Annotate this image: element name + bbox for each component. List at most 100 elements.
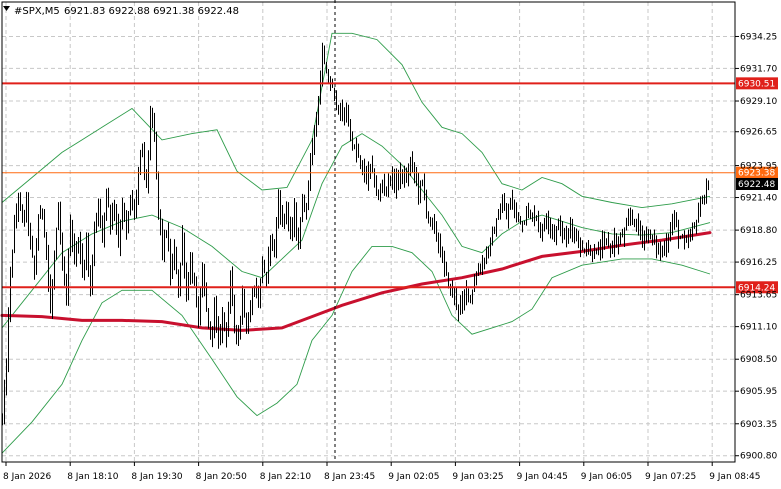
y-tick-label: 6916.25 xyxy=(740,258,777,268)
candles xyxy=(2,42,709,426)
candle-body xyxy=(658,248,659,250)
candle-body xyxy=(650,234,651,240)
candle-body xyxy=(144,146,145,170)
candle-body xyxy=(298,232,299,249)
candle-body xyxy=(368,168,369,182)
price-level-label-bg xyxy=(736,77,778,90)
candle-body xyxy=(634,219,635,225)
candle-body xyxy=(168,231,169,249)
candle-body xyxy=(458,304,459,311)
chart-title: #SPX,M5 xyxy=(14,6,60,17)
candle-body xyxy=(646,231,647,236)
candle-body xyxy=(154,123,155,139)
candle-body xyxy=(80,240,81,253)
price-level-label: 6914.24 xyxy=(738,283,775,293)
candle-body xyxy=(460,304,461,311)
candle-body xyxy=(238,334,239,339)
candle-body xyxy=(222,312,223,333)
candle-body xyxy=(606,238,607,240)
candle-body xyxy=(350,124,351,135)
candle-body xyxy=(580,244,581,247)
candle-body xyxy=(130,195,131,215)
candle-body xyxy=(256,287,257,292)
candle-body xyxy=(512,199,513,208)
candle-body xyxy=(642,232,643,241)
y-tick-label: 6931.70 xyxy=(740,64,777,74)
candle-body xyxy=(496,218,497,234)
candle-body xyxy=(438,237,439,244)
candle-body xyxy=(320,81,321,99)
candle-body xyxy=(690,233,691,240)
candle-body xyxy=(528,212,529,214)
candle-body xyxy=(578,239,579,247)
candle-body xyxy=(470,295,471,298)
candle-body xyxy=(708,187,709,190)
candle-body xyxy=(566,236,567,238)
candle-body xyxy=(444,256,445,266)
candle-body xyxy=(624,229,625,237)
candle-body xyxy=(118,224,119,246)
candle-body xyxy=(468,288,469,298)
candle-body xyxy=(494,232,495,234)
candle-body xyxy=(58,209,59,230)
candle-body xyxy=(600,250,601,252)
candle-body xyxy=(584,250,585,252)
candle-body xyxy=(230,275,231,307)
candle-body xyxy=(250,310,251,322)
candle-body xyxy=(612,247,613,249)
candle-body xyxy=(452,287,453,295)
candle-body xyxy=(670,228,671,238)
moving-average xyxy=(0,231,712,332)
candle-body xyxy=(324,52,325,64)
candle-body xyxy=(56,229,57,254)
candle-body xyxy=(190,258,191,282)
candle-body xyxy=(684,237,685,241)
candle-body xyxy=(562,230,563,233)
price-level-label: 6930.51 xyxy=(738,79,775,89)
candle-body xyxy=(664,250,665,252)
candle-body xyxy=(688,239,689,242)
candle-body xyxy=(60,209,61,241)
candle-body xyxy=(348,111,349,125)
candle-body xyxy=(366,175,367,182)
dropdown-triangle-icon[interactable] xyxy=(3,6,10,11)
x-tick-label: 8 Jan 22:10 xyxy=(260,472,312,482)
candle-body xyxy=(654,239,655,241)
candle-body xyxy=(312,146,313,158)
candle-body xyxy=(192,258,193,278)
candle-body xyxy=(278,196,279,223)
candle-body xyxy=(22,206,23,222)
candle-body xyxy=(244,291,245,315)
candle-body xyxy=(488,249,489,252)
candle-body xyxy=(300,220,301,249)
candle-body xyxy=(478,271,479,276)
x-tick-label: 9 Jan 07:25 xyxy=(645,472,696,482)
candle-body xyxy=(640,228,641,233)
y-tick-label: 6921.40 xyxy=(740,194,777,204)
candle-body xyxy=(610,246,611,248)
candle-body xyxy=(694,224,695,228)
candle-body xyxy=(40,209,41,219)
candle-body xyxy=(440,243,441,255)
x-tick-label: 9 Jan 02:05 xyxy=(388,472,439,482)
candle-body xyxy=(318,98,319,121)
candle-body xyxy=(594,253,595,257)
candle-body xyxy=(486,251,487,261)
x-tick-label: 9 Jan 06:05 xyxy=(581,472,632,482)
candle-body xyxy=(622,236,623,238)
candle-body xyxy=(596,248,597,254)
candle-body xyxy=(384,184,385,188)
candle-body xyxy=(666,243,667,251)
candle-body xyxy=(410,161,411,172)
candle-body xyxy=(480,268,481,272)
candle-body xyxy=(172,261,173,277)
candle-body xyxy=(506,209,507,220)
candle-body xyxy=(186,269,187,296)
candle-body xyxy=(490,239,491,250)
candle-body xyxy=(202,269,203,293)
candle-body xyxy=(382,184,383,191)
candle-body xyxy=(680,238,681,240)
candle-body xyxy=(402,176,403,181)
candle-body xyxy=(98,204,99,216)
